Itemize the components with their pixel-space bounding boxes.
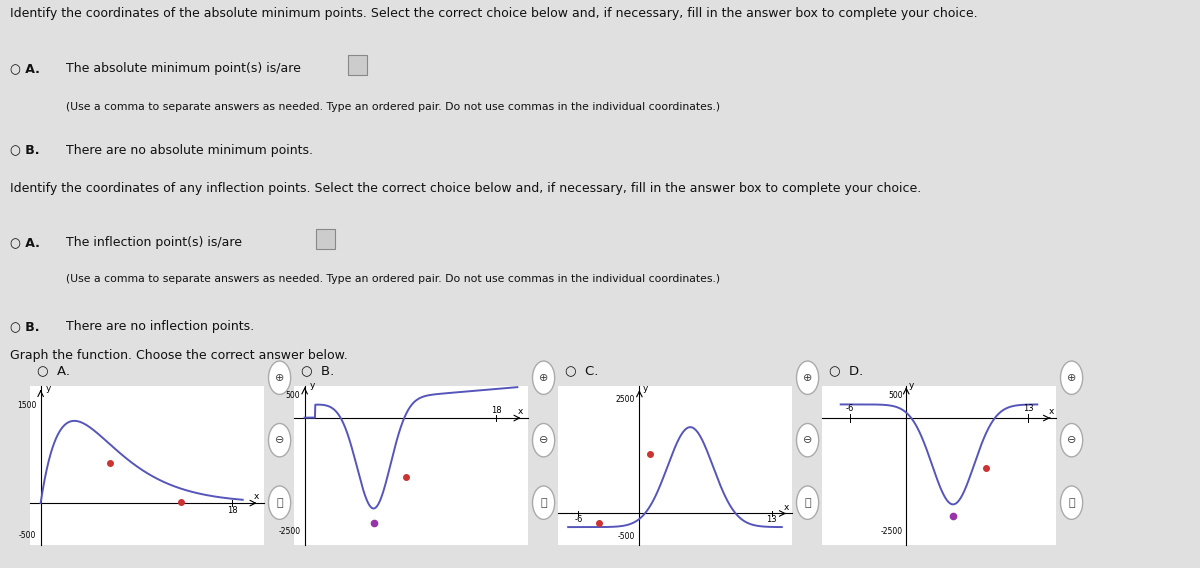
Circle shape bbox=[797, 486, 818, 519]
Circle shape bbox=[269, 486, 290, 519]
Text: -6: -6 bbox=[574, 515, 582, 524]
Text: -500: -500 bbox=[618, 532, 635, 541]
Text: x: x bbox=[1049, 407, 1054, 416]
FancyBboxPatch shape bbox=[316, 229, 335, 249]
Text: y: y bbox=[642, 384, 648, 393]
Circle shape bbox=[1061, 361, 1082, 394]
Text: y: y bbox=[310, 381, 316, 390]
Text: ○ B.: ○ B. bbox=[10, 144, 40, 157]
Text: There are no absolute minimum points.: There are no absolute minimum points. bbox=[66, 144, 313, 157]
Text: 2500: 2500 bbox=[616, 395, 635, 404]
Text: 13: 13 bbox=[1022, 404, 1033, 413]
Circle shape bbox=[797, 424, 818, 457]
Text: Identify the coordinates of the absolute minimum points. Select the correct choi: Identify the coordinates of the absolute… bbox=[10, 7, 977, 20]
Text: ○  A.: ○ A. bbox=[37, 364, 70, 377]
Text: x: x bbox=[253, 492, 259, 501]
Text: Identify the coordinates of any inflection points. Select the correct choice bel: Identify the coordinates of any inflecti… bbox=[10, 182, 920, 195]
Text: (Use a comma to separate answers as needed. Type an ordered pair. Do not use com: (Use a comma to separate answers as need… bbox=[66, 102, 720, 112]
Text: 500: 500 bbox=[888, 391, 902, 400]
Text: x: x bbox=[517, 407, 523, 416]
FancyBboxPatch shape bbox=[348, 55, 367, 74]
Text: ⧉: ⧉ bbox=[540, 498, 547, 508]
Circle shape bbox=[1061, 486, 1082, 519]
Text: ○ A.: ○ A. bbox=[10, 236, 40, 249]
Text: y: y bbox=[910, 381, 914, 390]
Text: 18: 18 bbox=[491, 406, 502, 415]
Text: -500: -500 bbox=[19, 531, 36, 540]
Text: -2500: -2500 bbox=[278, 527, 300, 536]
Text: ⊖: ⊖ bbox=[1067, 435, 1076, 445]
Circle shape bbox=[533, 424, 554, 457]
Text: 500: 500 bbox=[286, 391, 300, 400]
Text: ⧉: ⧉ bbox=[1068, 498, 1075, 508]
Text: ○ B.: ○ B. bbox=[10, 320, 40, 333]
Text: ⧉: ⧉ bbox=[276, 498, 283, 508]
Circle shape bbox=[1061, 424, 1082, 457]
Text: ⊖: ⊖ bbox=[803, 435, 812, 445]
Text: The absolute minimum point(s) is/are: The absolute minimum point(s) is/are bbox=[66, 62, 301, 75]
Text: 18: 18 bbox=[227, 507, 238, 516]
Text: ○  B.: ○ B. bbox=[301, 364, 335, 377]
Text: ○  C.: ○ C. bbox=[565, 364, 599, 377]
Text: ⊕: ⊕ bbox=[539, 373, 548, 383]
Text: ○ A.: ○ A. bbox=[10, 62, 40, 75]
Text: The inflection point(s) is/are: The inflection point(s) is/are bbox=[66, 236, 242, 249]
Text: x: x bbox=[784, 503, 790, 512]
Circle shape bbox=[533, 361, 554, 394]
Text: ○  D.: ○ D. bbox=[829, 364, 863, 377]
Text: (Use a comma to separate answers as needed. Type an ordered pair. Do not use com: (Use a comma to separate answers as need… bbox=[66, 274, 720, 285]
Text: 1500: 1500 bbox=[17, 401, 36, 410]
Circle shape bbox=[269, 361, 290, 394]
Text: -2500: -2500 bbox=[881, 527, 902, 536]
Text: There are no inflection points.: There are no inflection points. bbox=[66, 320, 254, 333]
Text: ⊕: ⊕ bbox=[803, 373, 812, 383]
Text: -6: -6 bbox=[846, 404, 854, 413]
Text: 13: 13 bbox=[767, 515, 776, 524]
Text: ⊕: ⊕ bbox=[1067, 373, 1076, 383]
Text: Graph the function. Choose the correct answer below.: Graph the function. Choose the correct a… bbox=[10, 349, 347, 362]
Text: ⧉: ⧉ bbox=[804, 498, 811, 508]
Circle shape bbox=[533, 486, 554, 519]
Text: ⊕: ⊕ bbox=[275, 373, 284, 383]
Text: ⊖: ⊖ bbox=[539, 435, 548, 445]
Text: y: y bbox=[46, 385, 52, 394]
Circle shape bbox=[797, 361, 818, 394]
Circle shape bbox=[269, 424, 290, 457]
Text: ⊖: ⊖ bbox=[275, 435, 284, 445]
